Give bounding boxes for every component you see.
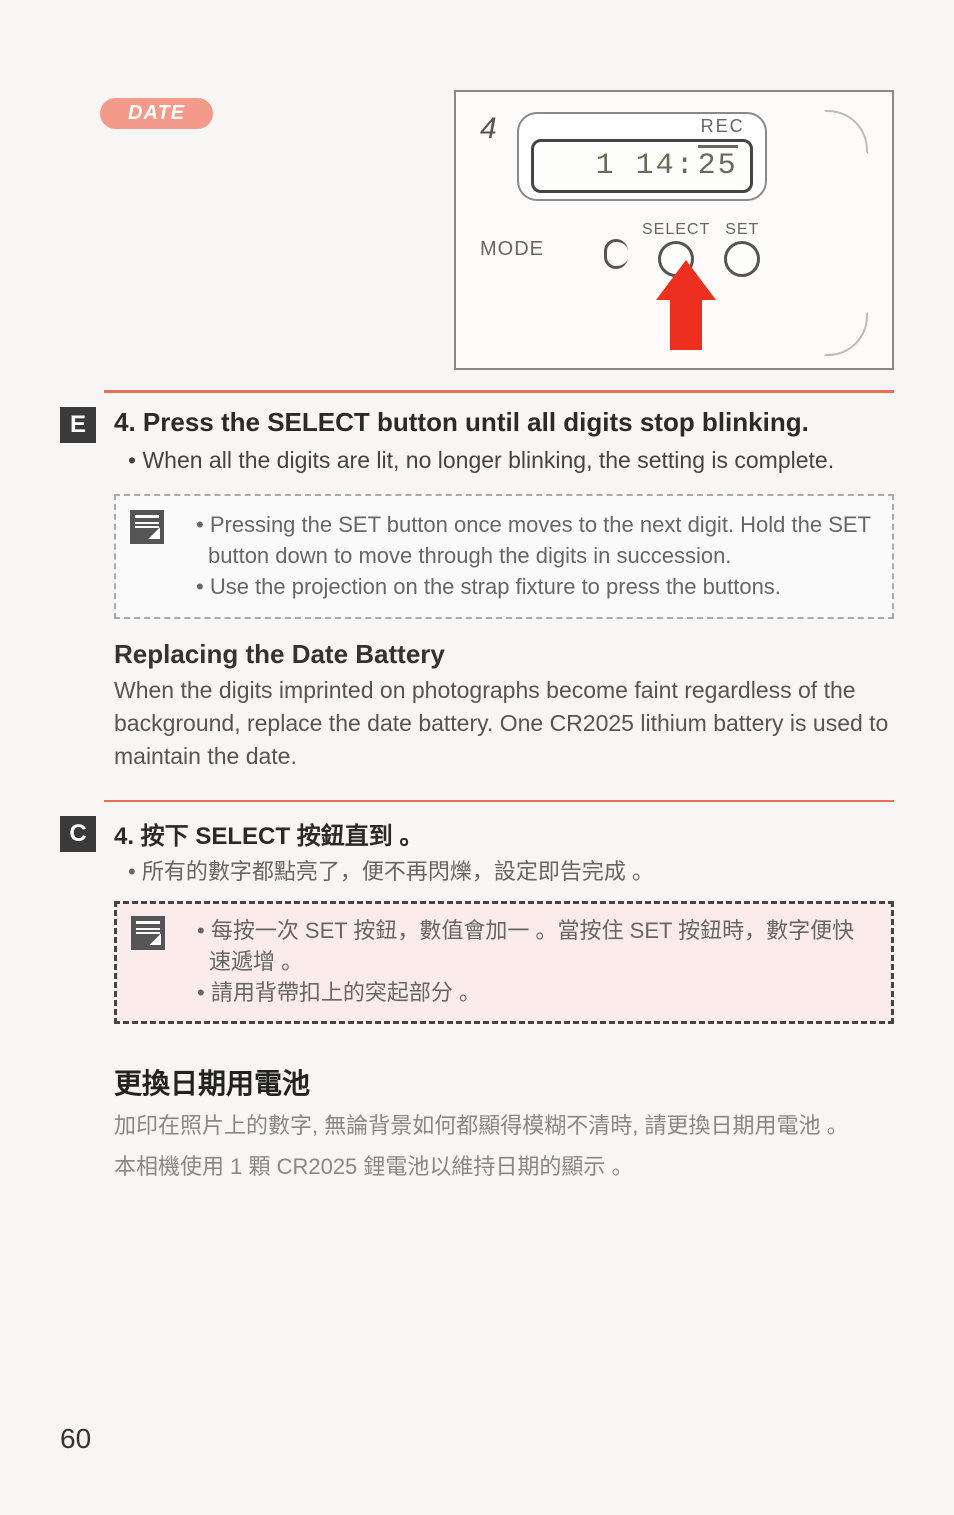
top-row: DATE 4 REC 1 14:25 MODE SE xyxy=(60,90,894,370)
lcd-step-number: 4 xyxy=(480,112,497,146)
note2-e: • Use the projection on the strap fixtur… xyxy=(196,572,876,603)
lcd-time-blink: 25 xyxy=(698,149,738,183)
section2-body1-c: 加印在照片上的數字, 無論背景如何都顯得模糊不清時, 請更換日期用電池 。 xyxy=(114,1108,894,1143)
set-label: SET xyxy=(725,221,759,239)
note1-e: • Pressing the SET button once moves to … xyxy=(196,510,876,572)
lcd-panel-illustration: 4 REC 1 14:25 MODE SELECT xyxy=(454,90,894,370)
step-bullet-c: • 所有的數字都點亮了，便不再閃爍，設定即告完成 。 xyxy=(128,857,894,888)
section2-title-e: Replacing the Date Battery xyxy=(114,639,894,670)
set-button-icon xyxy=(724,241,760,277)
page-number: 60 xyxy=(60,1423,91,1455)
step-bullet-e: • When all the digits are lit, no longer… xyxy=(128,444,894,476)
note-icon xyxy=(130,510,164,544)
section2-body2-c: 本相機使用 1 顆 CR2025 鋰電池以維持日期的顯示 。 xyxy=(114,1149,894,1184)
lcd-time-prefix: 1 14: xyxy=(596,149,696,183)
lcd-display: 1 14:25 xyxy=(531,139,753,193)
section2-title-c: 更換日期用電池 xyxy=(114,1062,894,1102)
rec-label: REC xyxy=(531,116,753,137)
separator-line-mid xyxy=(104,800,894,802)
date-badge: DATE xyxy=(100,98,213,129)
step-title-c: 4. 按下 SELECT 按鈕直到 。 xyxy=(114,816,894,851)
step-title-e: 4. Press the SELECT button until all dig… xyxy=(114,407,894,438)
chinese-section: C 4. 按下 SELECT 按鈕直到 。 • 所有的數字都點亮了，便不再閃爍，… xyxy=(60,816,894,1024)
lang-badge-c: C xyxy=(60,816,96,852)
english-section: E 4. Press the SELECT button until all d… xyxy=(60,407,894,774)
note1-c: • 每按一次 SET 按鈕，數值會加一 。當按住 SET 按鈕時，數字便快速遞增… xyxy=(197,916,875,978)
select-label: SELECT xyxy=(642,221,710,239)
note-icon xyxy=(131,916,165,950)
note2-c: • 請用背帶扣上的突起部分 。 xyxy=(197,978,875,1009)
separator-line xyxy=(104,390,894,393)
panel-side-ring xyxy=(604,239,628,269)
note-box-c: • 每按一次 SET 按鈕，數值會加一 。當按住 SET 按鈕時，數字便快速遞增… xyxy=(114,901,894,1023)
lang-badge-e: E xyxy=(60,407,96,443)
section2-body-e: When the digits imprinted on photographs… xyxy=(114,674,894,774)
note-box-e: • Pressing the SET button once moves to … xyxy=(114,494,894,618)
mode-label: MODE xyxy=(480,238,544,261)
